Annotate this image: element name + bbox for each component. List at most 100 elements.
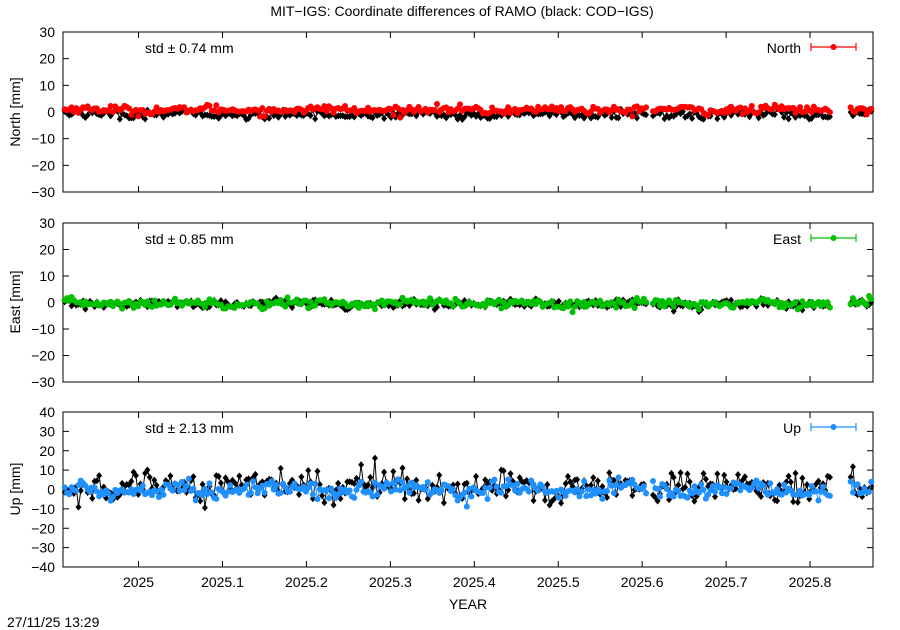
east-point-mit-igs <box>378 297 385 304</box>
up-point-cod-igs <box>190 473 197 481</box>
up-point-mit-igs <box>139 482 146 489</box>
east-point-mit-igs <box>482 303 489 310</box>
north-point-mit-igs <box>259 105 266 112</box>
up-point-mit-igs <box>158 486 165 493</box>
up-point-mit-igs <box>493 483 500 490</box>
up-point-cod-igs <box>197 497 204 505</box>
east-point-mit-igs <box>427 295 434 302</box>
up-point-cod-igs <box>153 481 160 489</box>
east-ytick-label: 10 <box>39 268 55 284</box>
north-point-mit-igs <box>587 108 594 115</box>
east-point-mit-igs <box>826 304 833 311</box>
up-point-cod-igs <box>700 470 707 478</box>
east-point-mit-igs <box>397 301 404 308</box>
east-std-label: std ± 0.85 mm <box>145 231 234 247</box>
up-point-cod-igs <box>599 483 606 491</box>
up-point-mit-igs <box>422 486 429 493</box>
up-point-cod-igs <box>381 468 388 476</box>
up-point-cod-igs <box>319 492 326 500</box>
up-point-mit-igs <box>309 491 316 498</box>
up-point-mit-igs <box>291 480 298 487</box>
up-point-cod-igs <box>415 496 422 504</box>
up-point-mit-igs <box>358 478 365 485</box>
up-point-mit-igs <box>813 488 820 495</box>
up-point-cod-igs <box>741 473 748 481</box>
north-point-mit-igs <box>126 105 133 112</box>
up-point-mit-igs <box>404 483 411 490</box>
up-point-mit-igs <box>93 488 100 495</box>
east-point-mit-igs <box>498 305 505 312</box>
up-point-mit-igs <box>61 484 68 491</box>
north-point-cod-igs <box>714 115 721 123</box>
north-point-mit-igs <box>394 105 401 112</box>
up-point-cod-igs <box>794 498 801 506</box>
up-point-cod-igs <box>473 472 480 480</box>
north-point-cod-igs <box>643 111 650 119</box>
up-point-cod-igs <box>507 470 514 478</box>
up-point-mit-igs <box>199 492 206 499</box>
up-point-mit-igs <box>718 490 725 497</box>
up-point-cod-igs <box>231 479 238 487</box>
up-point-cod-igs <box>367 473 374 481</box>
up-point-cod-igs <box>277 464 284 472</box>
up-point-cod-igs <box>790 498 797 506</box>
east-point-mit-igs <box>560 305 567 312</box>
up-point-cod-igs <box>803 481 810 489</box>
up-point-mit-igs <box>670 493 677 500</box>
up-point-mit-igs <box>509 482 516 489</box>
up-point-mit-igs <box>849 489 856 496</box>
north-point-mit-igs <box>797 104 804 111</box>
up-point-mit-igs <box>643 490 650 497</box>
up-std-label: std ± 2.13 mm <box>145 420 234 436</box>
east-point-mit-igs <box>797 304 804 311</box>
up-point-mit-igs <box>314 496 321 503</box>
up-point-mit-igs <box>243 481 250 488</box>
up-point-mit-igs <box>438 487 445 494</box>
north-point-mit-igs <box>73 105 80 112</box>
up-point-mit-igs <box>394 476 401 483</box>
north-ytick-label: 30 <box>39 24 55 40</box>
up-point-cod-igs <box>351 480 358 488</box>
up-point-mit-igs <box>826 492 833 499</box>
up-point-cod-igs <box>321 499 328 507</box>
north-point-mit-igs <box>826 109 833 116</box>
up-point-cod-igs <box>482 476 489 484</box>
up-point-mit-igs <box>192 497 199 504</box>
east-point-mit-igs <box>571 303 578 310</box>
north-point-mit-igs <box>808 109 815 116</box>
up-point-cod-igs <box>404 475 411 483</box>
north-point-mit-igs <box>351 105 358 112</box>
up-point-mit-igs <box>300 483 307 490</box>
up-point-mit-igs <box>190 485 197 492</box>
north-point-mit-igs <box>135 113 142 120</box>
up-point-mit-igs <box>73 487 80 494</box>
up-ytick-label: 10 <box>39 462 55 478</box>
up-point-mit-igs <box>461 489 468 496</box>
up-point-mit-igs <box>797 487 804 494</box>
up-point-cod-igs <box>849 463 856 471</box>
up-point-cod-igs <box>682 483 689 491</box>
up-point-mit-igs <box>183 482 190 489</box>
north-point-mit-igs <box>181 104 188 111</box>
up-point-mit-igs <box>155 493 162 500</box>
north-point-mit-igs <box>390 111 397 118</box>
up-point-cod-igs <box>245 475 252 483</box>
east-point-mit-igs <box>659 298 666 305</box>
up-point-mit-igs <box>539 483 546 490</box>
up-point-cod-igs <box>712 493 719 501</box>
up-point-mit-igs <box>178 478 185 485</box>
north-point-mit-igs <box>68 104 75 111</box>
up-point-mit-igs <box>535 487 542 494</box>
up-point-mit-igs <box>502 483 509 490</box>
up-point-mit-igs <box>767 480 774 487</box>
east-point-mit-igs <box>149 303 156 310</box>
up-point-mit-igs <box>128 486 135 493</box>
east-point-mit-igs <box>868 296 875 303</box>
east-point-mit-igs <box>119 305 126 312</box>
up-point-mit-igs <box>615 474 622 481</box>
north-point-mit-igs <box>132 106 139 113</box>
east-point-mit-igs <box>151 297 158 304</box>
up-point-cod-igs <box>77 487 84 495</box>
up-point-mit-igs <box>153 488 160 495</box>
up-point-mit-igs <box>399 479 406 486</box>
